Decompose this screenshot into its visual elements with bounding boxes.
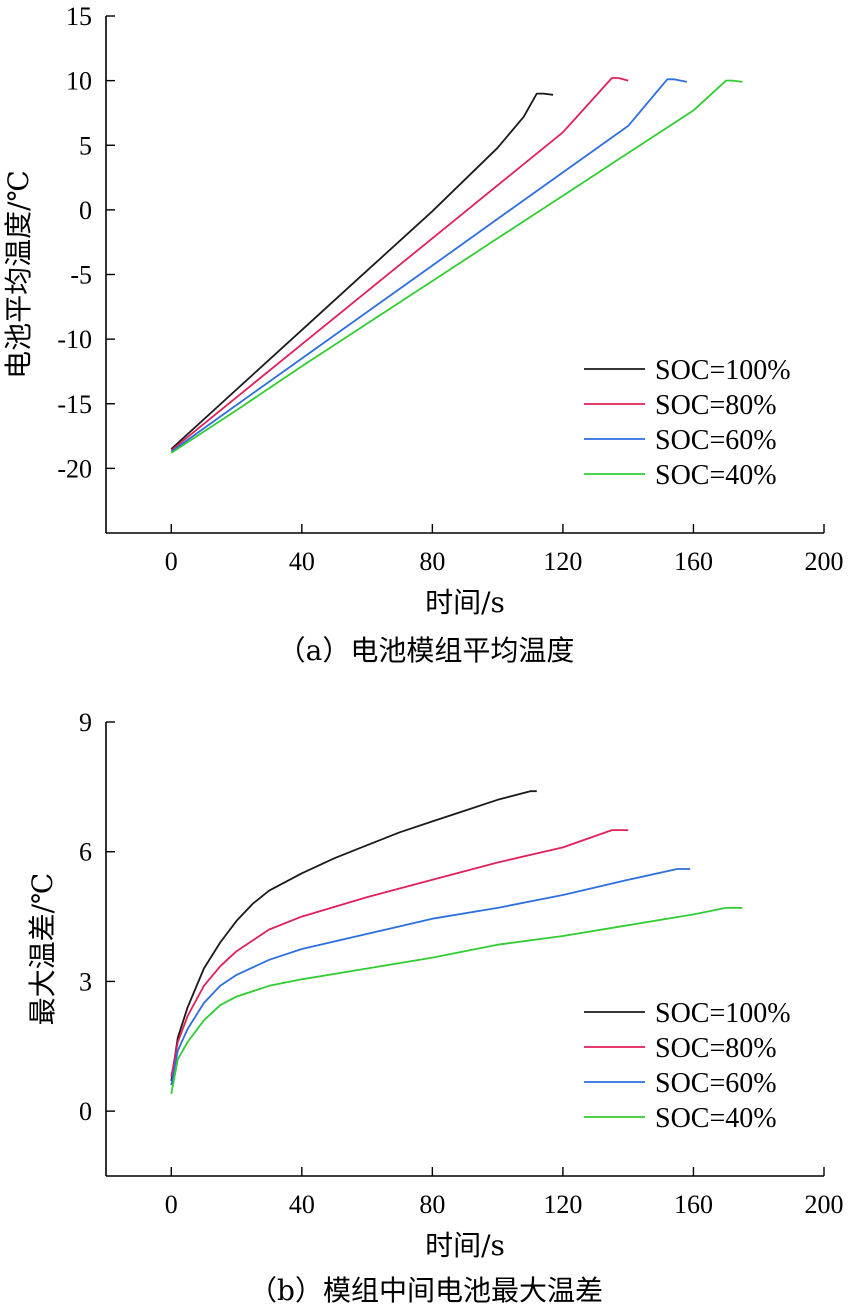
y-tick-label: 10 [66, 67, 92, 96]
chart-b: 0 3 6 9 0 40 80 120 160 200 时间/s 最大温差/℃ （b）模组中间电池最大温… [26, 708, 844, 1307]
x-tick-label: 120 [543, 547, 582, 576]
y-tick-label: -10 [57, 325, 92, 354]
x-tick-label: 80 [419, 547, 445, 576]
y-tick-label: 5 [79, 131, 92, 160]
y-tick-label: 0 [79, 196, 92, 225]
series-line [170, 92, 554, 450]
legend: SOC=100% SOC=80% SOC=60% SOC=40% [584, 355, 791, 491]
x-tick-label: 200 [805, 1190, 844, 1219]
y-tick-label: 0 [79, 1097, 92, 1126]
y-axis-label: 电池平均温度/℃ [2, 170, 35, 379]
y-axis-label: 最大温差/℃ [26, 873, 59, 1026]
x-tick-label: 160 [674, 1190, 713, 1219]
y-tick-label: 9 [79, 708, 92, 737]
legend: SOC=100% SOC=80% SOC=60% SOC=40% [584, 998, 791, 1134]
x-tick-label: 80 [419, 1190, 445, 1219]
y-tick-label: -20 [57, 454, 92, 483]
legend-label: SOC=40% [655, 1103, 777, 1134]
series-line [170, 868, 691, 1086]
x-tick-label: 120 [543, 1190, 582, 1219]
y-tick-label: 3 [79, 967, 92, 996]
legend-label: SOC=40% [655, 460, 777, 491]
series-line [170, 79, 743, 454]
series-line [170, 907, 743, 1094]
y-tick-label: -15 [57, 390, 92, 419]
legend-label: SOC=60% [655, 1068, 777, 1099]
legend-label: SOC=80% [655, 1033, 777, 1064]
legend-label: SOC=100% [655, 355, 791, 386]
x-tick-label: 160 [674, 547, 713, 576]
chart-a: -20 -15 -10 -5 0 5 10 15 0 40 80 120 160 200 时间/s 电池平均温… [2, 2, 844, 667]
chart-caption: （b）模组中间电池最大温差 [249, 1274, 603, 1307]
y-tick-label: -5 [70, 261, 92, 290]
x-tick-label: 0 [165, 547, 178, 576]
y-tick-label: 6 [79, 838, 92, 867]
series-line [170, 829, 629, 1077]
x-tick-label: 40 [289, 1190, 315, 1219]
x-tick-label: 40 [289, 547, 315, 576]
series-line [170, 78, 688, 453]
x-axis-label: 时间/s [425, 586, 505, 619]
y-tick-label: 15 [66, 2, 92, 31]
legend-label: SOC=100% [655, 998, 791, 1029]
x-tick-label: 0 [165, 1190, 178, 1219]
series-line [170, 77, 629, 451]
chart-caption: （a）电池模组平均温度 [278, 634, 575, 667]
x-axis-label: 时间/s [425, 1229, 505, 1262]
x-tick-label: 200 [805, 547, 844, 576]
legend-label: SOC=80% [655, 390, 777, 421]
legend-label: SOC=60% [655, 425, 777, 456]
series-line [170, 790, 537, 1082]
